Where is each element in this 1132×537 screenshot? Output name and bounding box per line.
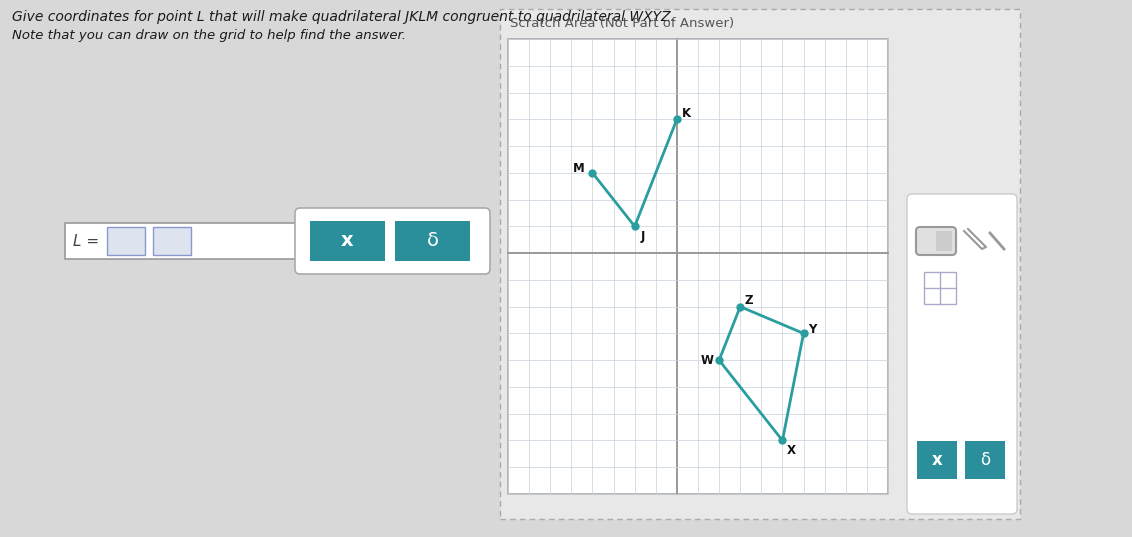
Bar	[924, 272, 957, 304]
Text: Give coordinates for point L that will make quadrilateral JKLM congruent to quad: Give coordinates for point L that will m…	[12, 10, 675, 24]
Text: L =: L =	[72, 234, 100, 249]
Bar	[500, 9, 1020, 519]
FancyBboxPatch shape	[916, 227, 957, 255]
Text: M: M	[573, 162, 584, 175]
Bar	[508, 39, 887, 494]
FancyBboxPatch shape	[295, 208, 490, 274]
Text: Z: Z	[744, 294, 753, 307]
Bar	[936, 231, 952, 251]
Bar	[917, 441, 957, 479]
Bar	[65, 223, 325, 259]
Text: Scratch Area (Not Part of Answer): Scratch Area (Not Part of Answer)	[511, 17, 735, 30]
Text: W: W	[701, 354, 714, 367]
Text: X: X	[787, 444, 796, 457]
Bar	[108, 227, 145, 255]
Text: δ: δ	[427, 231, 438, 250]
Text: x: x	[932, 451, 942, 469]
Text: Note that you can draw on the grid to help find the answer.: Note that you can draw on the grid to he…	[12, 29, 406, 42]
Text: Y: Y	[808, 323, 817, 336]
Bar	[964, 441, 1005, 479]
Text: δ: δ	[980, 451, 990, 469]
Bar	[153, 227, 191, 255]
Text: J: J	[641, 230, 645, 243]
FancyBboxPatch shape	[907, 194, 1017, 514]
Bar	[310, 221, 385, 261]
Text: K: K	[681, 107, 691, 120]
Text: x: x	[341, 231, 354, 250]
Bar	[395, 221, 470, 261]
